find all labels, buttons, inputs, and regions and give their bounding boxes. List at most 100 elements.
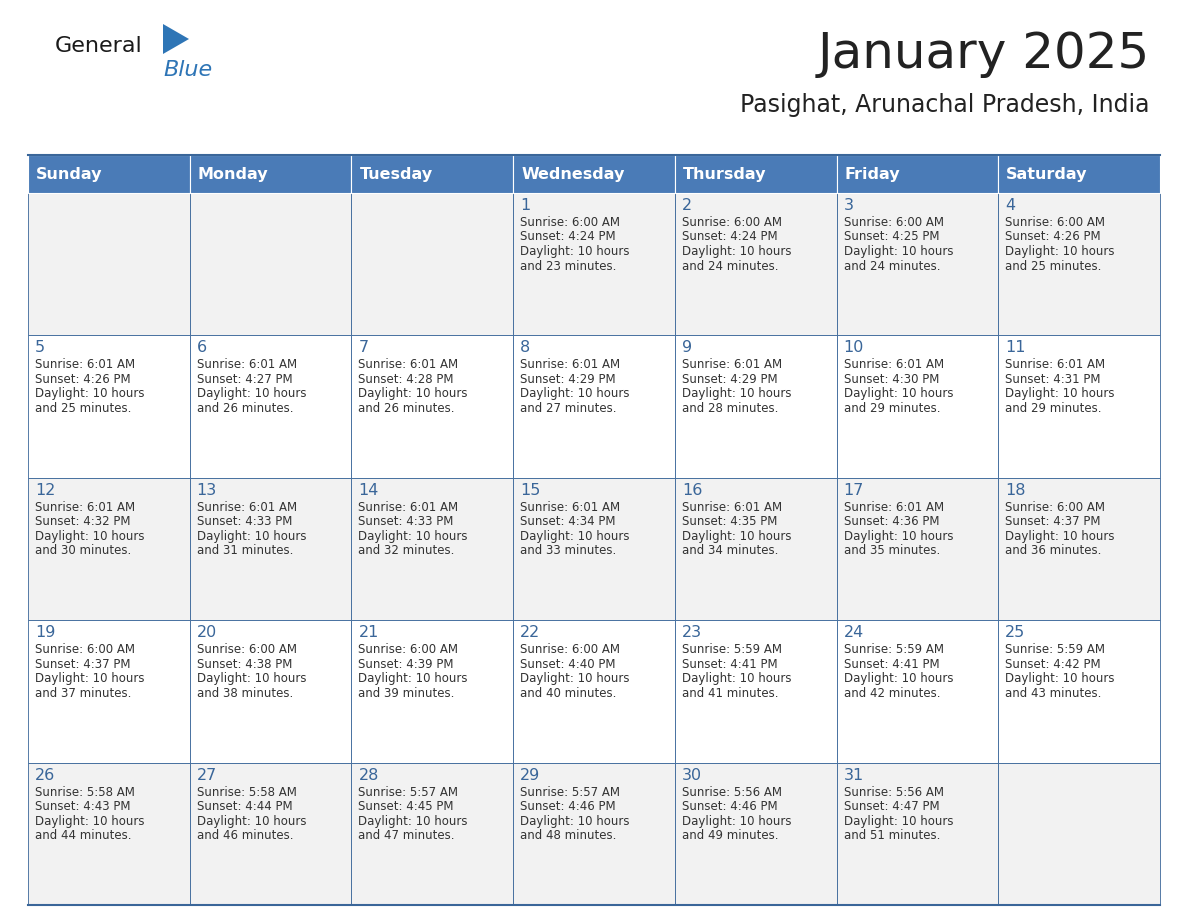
Text: Sunrise: 6:00 AM: Sunrise: 6:00 AM	[520, 216, 620, 229]
Text: and 26 minutes.: and 26 minutes.	[359, 402, 455, 415]
Text: Daylight: 10 hours: Daylight: 10 hours	[843, 245, 953, 258]
Text: Sunset: 4:43 PM: Sunset: 4:43 PM	[34, 800, 131, 813]
Bar	[513, 621, 675, 763]
Bar	[190, 193, 352, 335]
Text: Daylight: 10 hours: Daylight: 10 hours	[359, 530, 468, 543]
Text: Sunrise: 6:00 AM: Sunrise: 6:00 AM	[34, 644, 135, 656]
Bar	[998, 193, 1159, 335]
Text: and 39 minutes.: and 39 minutes.	[359, 687, 455, 700]
Text: and 36 minutes.: and 36 minutes.	[1005, 544, 1101, 557]
Text: Sunset: 4:46 PM: Sunset: 4:46 PM	[682, 800, 777, 813]
Text: Sunset: 4:29 PM: Sunset: 4:29 PM	[682, 373, 777, 386]
Text: 11: 11	[1005, 341, 1025, 355]
Text: Daylight: 10 hours: Daylight: 10 hours	[34, 387, 145, 400]
Text: Sunrise: 5:59 AM: Sunrise: 5:59 AM	[1005, 644, 1105, 656]
Text: Daylight: 10 hours: Daylight: 10 hours	[682, 814, 791, 828]
Text: Sunset: 4:46 PM: Sunset: 4:46 PM	[520, 800, 615, 813]
Text: Sunset: 4:37 PM: Sunset: 4:37 PM	[34, 657, 131, 671]
Text: 21: 21	[359, 625, 379, 640]
Bar	[998, 335, 1159, 477]
Text: 20: 20	[197, 625, 217, 640]
Text: and 32 minutes.: and 32 minutes.	[359, 544, 455, 557]
Bar	[352, 193, 513, 335]
Text: Sunrise: 6:01 AM: Sunrise: 6:01 AM	[34, 501, 135, 514]
Bar	[190, 335, 352, 477]
Bar	[352, 155, 513, 193]
Text: Sunrise: 6:00 AM: Sunrise: 6:00 AM	[197, 644, 297, 656]
Text: 4: 4	[1005, 198, 1016, 213]
Text: 27: 27	[197, 767, 217, 783]
Text: Friday: Friday	[845, 166, 901, 182]
Text: Daylight: 10 hours: Daylight: 10 hours	[34, 530, 145, 543]
Bar	[29, 155, 190, 193]
Text: Sunset: 4:26 PM: Sunset: 4:26 PM	[1005, 230, 1101, 243]
Text: Sunset: 4:44 PM: Sunset: 4:44 PM	[197, 800, 292, 813]
Text: 17: 17	[843, 483, 864, 498]
Text: Sunrise: 6:00 AM: Sunrise: 6:00 AM	[1005, 501, 1105, 514]
Text: and 35 minutes.: and 35 minutes.	[843, 544, 940, 557]
Bar	[998, 621, 1159, 763]
Text: Sunset: 4:35 PM: Sunset: 4:35 PM	[682, 515, 777, 528]
Text: Daylight: 10 hours: Daylight: 10 hours	[520, 814, 630, 828]
Text: Daylight: 10 hours: Daylight: 10 hours	[197, 672, 307, 685]
Bar	[675, 335, 836, 477]
Text: and 51 minutes.: and 51 minutes.	[843, 829, 940, 842]
Text: Sunrise: 5:59 AM: Sunrise: 5:59 AM	[843, 644, 943, 656]
Text: 24: 24	[843, 625, 864, 640]
Text: Daylight: 10 hours: Daylight: 10 hours	[843, 672, 953, 685]
Text: and 25 minutes.: and 25 minutes.	[34, 402, 132, 415]
Text: 18: 18	[1005, 483, 1025, 498]
Text: Sunset: 4:26 PM: Sunset: 4:26 PM	[34, 373, 131, 386]
Text: Sunset: 4:39 PM: Sunset: 4:39 PM	[359, 657, 454, 671]
Polygon shape	[163, 24, 189, 54]
Text: Sunset: 4:37 PM: Sunset: 4:37 PM	[1005, 515, 1101, 528]
Bar	[190, 477, 352, 621]
Text: Sunset: 4:30 PM: Sunset: 4:30 PM	[843, 373, 939, 386]
Bar	[513, 155, 675, 193]
Text: Daylight: 10 hours: Daylight: 10 hours	[34, 814, 145, 828]
Text: 23: 23	[682, 625, 702, 640]
Text: 9: 9	[682, 341, 691, 355]
Text: Sunset: 4:33 PM: Sunset: 4:33 PM	[197, 515, 292, 528]
Text: Sunrise: 6:00 AM: Sunrise: 6:00 AM	[520, 644, 620, 656]
Text: Sunrise: 6:01 AM: Sunrise: 6:01 AM	[1005, 358, 1105, 372]
Text: 8: 8	[520, 341, 530, 355]
Text: Sunrise: 6:01 AM: Sunrise: 6:01 AM	[520, 358, 620, 372]
Bar	[29, 335, 190, 477]
Text: and 38 minutes.: and 38 minutes.	[197, 687, 293, 700]
Bar	[352, 335, 513, 477]
Text: Daylight: 10 hours: Daylight: 10 hours	[520, 672, 630, 685]
Text: 31: 31	[843, 767, 864, 783]
Text: Sunrise: 6:01 AM: Sunrise: 6:01 AM	[843, 501, 943, 514]
Bar	[190, 763, 352, 905]
Text: Sunset: 4:36 PM: Sunset: 4:36 PM	[843, 515, 939, 528]
Bar	[352, 763, 513, 905]
Text: Sunset: 4:28 PM: Sunset: 4:28 PM	[359, 373, 454, 386]
Bar	[836, 335, 998, 477]
Text: Sunrise: 6:01 AM: Sunrise: 6:01 AM	[682, 501, 782, 514]
Text: 15: 15	[520, 483, 541, 498]
Text: and 49 minutes.: and 49 minutes.	[682, 829, 778, 842]
Bar	[675, 477, 836, 621]
Bar	[836, 763, 998, 905]
Text: Daylight: 10 hours: Daylight: 10 hours	[197, 814, 307, 828]
Bar	[352, 477, 513, 621]
Text: Sunrise: 5:56 AM: Sunrise: 5:56 AM	[843, 786, 943, 799]
Text: Sunrise: 6:01 AM: Sunrise: 6:01 AM	[843, 358, 943, 372]
Text: 16: 16	[682, 483, 702, 498]
Text: Sunrise: 5:59 AM: Sunrise: 5:59 AM	[682, 644, 782, 656]
Text: 25: 25	[1005, 625, 1025, 640]
Text: Daylight: 10 hours: Daylight: 10 hours	[1005, 387, 1114, 400]
Text: 10: 10	[843, 341, 864, 355]
Text: and 40 minutes.: and 40 minutes.	[520, 687, 617, 700]
Text: Sunrise: 5:58 AM: Sunrise: 5:58 AM	[34, 786, 135, 799]
Text: Daylight: 10 hours: Daylight: 10 hours	[34, 672, 145, 685]
Bar	[836, 477, 998, 621]
Text: and 28 minutes.: and 28 minutes.	[682, 402, 778, 415]
Text: and 24 minutes.: and 24 minutes.	[682, 260, 778, 273]
Text: Sunrise: 6:00 AM: Sunrise: 6:00 AM	[682, 216, 782, 229]
Text: Sunrise: 6:01 AM: Sunrise: 6:01 AM	[34, 358, 135, 372]
Text: 3: 3	[843, 198, 853, 213]
Text: Pasighat, Arunachal Pradesh, India: Pasighat, Arunachal Pradesh, India	[740, 93, 1150, 117]
Text: 22: 22	[520, 625, 541, 640]
